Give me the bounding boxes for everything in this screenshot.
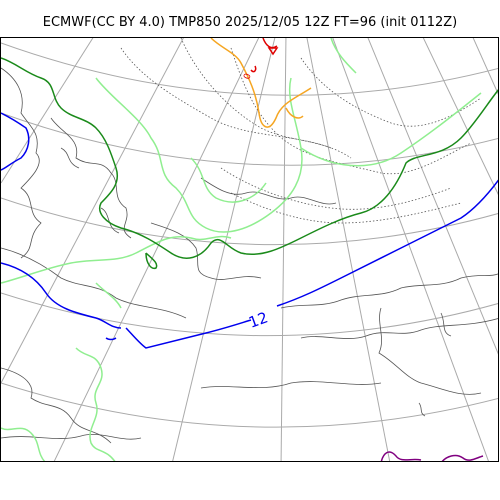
isotherm-line [1,235,232,284]
dotted-contours [120,38,482,224]
weather-map: 0 12 [1,38,498,461]
graticule [1,38,498,461]
coastline [300,318,498,339]
isotherm-line [105,337,117,341]
latitude-line [1,197,498,246]
longitude-line [332,38,489,461]
isotherm-line [95,282,122,309]
isotherm-line [125,319,252,349]
longitude-line [306,38,391,461]
coastline [100,207,120,234]
longitude-line [172,38,276,461]
dotted-contour [120,47,332,149]
isotherm-light-green [1,38,482,461]
isotherm-orange [210,38,312,128]
coastline [200,177,337,205]
longitude-line [1,38,184,384]
dotted-contour [300,57,482,127]
isotherm-purple [380,451,484,461]
latitude-line [1,112,498,166]
coastline [60,147,80,169]
coastline [1,367,112,444]
isotherm-line [285,107,304,119]
isotherm-label-12: 12 [246,308,270,331]
isotherm-label-0: 0 [242,72,253,81]
coastlines [1,67,498,444]
isotherm-dark-green [1,57,498,270]
longitude-line [280,38,287,461]
isotherm-line [300,92,482,167]
dotted-contour [180,38,352,159]
latitude-line [1,42,498,96]
isotherm-line [1,427,46,461]
isotherm-line [1,57,498,259]
coastline [1,67,42,259]
longitude-line [472,38,498,95]
map-frame: 0 12 [0,37,499,462]
longitude-line [1,38,94,184]
isotherm-line [210,38,312,128]
isotherm-line [190,157,267,203]
isotherm-line [267,47,279,56]
longitude-line [367,38,498,355]
map-title: ECMWF(CC BY 4.0) TMP850 2025/12/05 12Z F… [42,15,458,30]
isotherm-line [276,179,498,307]
isotherm-line [145,252,158,270]
coastline [200,381,382,389]
coastline [280,273,498,309]
coastline [50,117,132,239]
dotted-contour [220,167,452,210]
dotted-contour [230,192,462,224]
isotherm-blue [1,112,498,349]
coastline [440,312,452,337]
coastline [1,247,187,319]
isotherm-line [441,454,484,461]
latitude-line [1,292,498,337]
longitude-line [53,38,260,461]
coastline [418,402,426,417]
coastline [378,307,482,395]
isotherm-line [250,65,257,73]
isotherm-line [1,112,30,171]
longitude-line [422,38,498,195]
isotherm-line [75,347,116,461]
isotherm-line [380,451,422,461]
isotherm-red [250,38,279,73]
isotherm-line [262,38,278,49]
isotherm-line [330,38,357,74]
coastline [150,222,262,280]
isotherm-line [95,77,303,233]
latitude-line [1,382,498,428]
isotherm-line [1,262,122,329]
coastline [1,434,142,440]
